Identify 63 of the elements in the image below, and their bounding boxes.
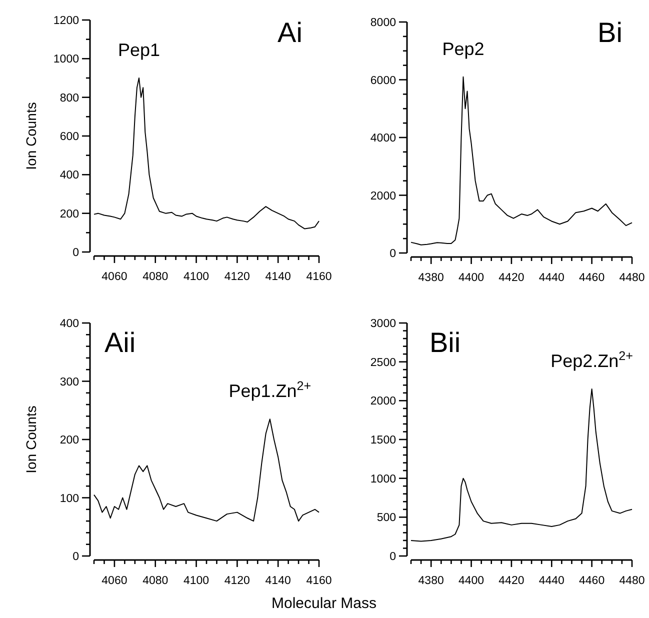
line-series bbox=[94, 78, 320, 230]
x-tick-label: 4100 bbox=[183, 575, 210, 587]
x-tick-label: 4420 bbox=[498, 272, 524, 284]
y-tick-label: 0 bbox=[390, 551, 396, 564]
x-tick-label: 4420 bbox=[498, 575, 524, 587]
y-tick-label: 8000 bbox=[370, 17, 396, 30]
y-tick-label: 2000 bbox=[370, 396, 396, 408]
y-tick-label: 2500 bbox=[370, 356, 396, 369]
x-tick-label: 4120 bbox=[224, 575, 250, 587]
y-tick-label: 0 bbox=[390, 248, 396, 260]
y-tick-label: 300 bbox=[60, 376, 79, 388]
y-tick-label: 100 bbox=[60, 492, 79, 505]
y-tick-label: 1000 bbox=[370, 473, 396, 486]
y-tick-label: 600 bbox=[60, 131, 79, 144]
x-tick-label: 4480 bbox=[619, 575, 645, 587]
x-tick-label: 4380 bbox=[418, 272, 444, 284]
y-axis-title: Ion Counts bbox=[23, 102, 39, 170]
annotation: Pep1.Zn$^{2+}$ bbox=[228, 379, 312, 402]
annotation: Pep2 bbox=[442, 38, 484, 59]
x-tick-label: 4060 bbox=[102, 271, 128, 283]
x-tick-label: 4100 bbox=[183, 271, 210, 283]
y-tick-label: 6000 bbox=[370, 74, 396, 87]
y-tick-label: 1000 bbox=[53, 54, 79, 66]
y-tick-label: 4000 bbox=[370, 132, 396, 145]
chart-title: Ai bbox=[278, 17, 302, 48]
x-tick-label: 4440 bbox=[538, 575, 564, 587]
x-tick-label: 4060 bbox=[102, 575, 128, 587]
annotation: Pep2.Zn$^{2+}$ bbox=[550, 349, 634, 372]
x-tick-label: 4160 bbox=[306, 575, 332, 587]
line-series bbox=[410, 388, 632, 542]
chart-title: Aii bbox=[104, 327, 136, 358]
y-axis-title: Ion Counts bbox=[23, 406, 39, 474]
x-tick-label: 4080 bbox=[142, 575, 168, 587]
x-axis-title: Molecular Mass bbox=[271, 595, 377, 612]
y-tick-label: 200 bbox=[60, 434, 79, 447]
y-tick-label: 400 bbox=[60, 170, 79, 182]
y-tick-label: 800 bbox=[60, 92, 79, 104]
annotation: Pep1 bbox=[118, 40, 160, 60]
x-tick-label: 4120 bbox=[224, 271, 250, 283]
y-tick-label: 0 bbox=[72, 551, 79, 564]
x-tick-label: 4480 bbox=[619, 272, 645, 284]
x-tick-label: 4460 bbox=[579, 575, 605, 587]
x-tick-label: 4400 bbox=[458, 272, 484, 284]
x-tick-label: 4460 bbox=[579, 272, 605, 284]
x-tick-label: 4140 bbox=[265, 271, 291, 283]
x-tick-label: 4440 bbox=[538, 272, 564, 284]
x-tick-label: 4160 bbox=[306, 271, 332, 283]
line-series bbox=[94, 418, 320, 522]
x-tick-label: 4140 bbox=[265, 575, 291, 587]
x-tick-label: 4080 bbox=[142, 271, 168, 283]
x-tick-label: 4380 bbox=[418, 575, 444, 587]
y-tick-label: 0 bbox=[72, 247, 79, 260]
y-tick-label: 1200 bbox=[53, 15, 79, 28]
y-tick-label: 1500 bbox=[370, 434, 396, 447]
y-tick-label: 400 bbox=[60, 318, 79, 330]
y-tick-label: 200 bbox=[60, 208, 79, 220]
line-series bbox=[410, 76, 632, 246]
y-tick-label: 500 bbox=[376, 512, 396, 524]
chart-title: Bi bbox=[598, 17, 622, 48]
y-tick-label: 3000 bbox=[370, 318, 396, 330]
y-tick-label: 2000 bbox=[370, 190, 396, 202]
x-tick-label: 4400 bbox=[458, 575, 484, 587]
chart-title: Bii bbox=[429, 327, 461, 358]
